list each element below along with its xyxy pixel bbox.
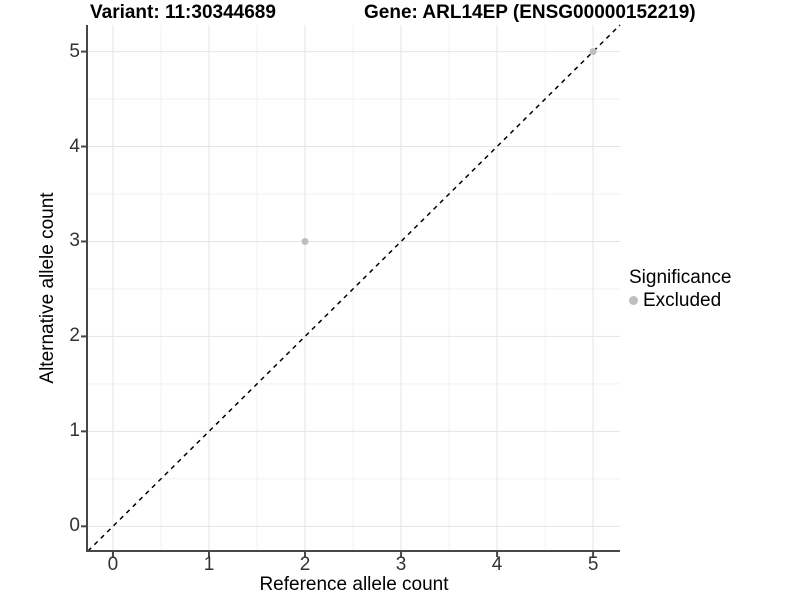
x-tick-label: 4 (491, 554, 503, 575)
y-tick-label: 4 (69, 135, 80, 157)
x-axis-title: Reference allele count (259, 574, 449, 595)
legend: Significance Excluded (629, 266, 731, 312)
x-tick-label: 5 (587, 554, 599, 575)
legend-title: Significance (629, 267, 732, 288)
x-tick-label: 2 (299, 554, 311, 575)
gene-title: Gene: ARL14EP (ENSG00000152219) (364, 2, 696, 23)
variant-title: Variant: 11:30344689 (90, 2, 276, 23)
x-tick-label: 0 (107, 554, 119, 575)
y-tick-label: 0 (69, 515, 80, 537)
y-axis-title: Alternative allele count (37, 192, 58, 384)
data-point (301, 237, 309, 245)
x-tick-label: 1 (203, 554, 215, 575)
legend-point-icon (629, 296, 638, 305)
y-tick-label: 1 (69, 420, 80, 442)
y-tick-label: 2 (69, 325, 80, 347)
x-tick-label: 3 (395, 554, 407, 575)
data-point (589, 48, 597, 56)
legend-item-label: Excluded (643, 290, 722, 311)
y-tick-label: 3 (69, 230, 80, 252)
identity-dashed-line (87, 24, 621, 552)
legend-item-excluded: Excluded (629, 289, 731, 312)
y-tick-label: 5 (69, 40, 80, 62)
